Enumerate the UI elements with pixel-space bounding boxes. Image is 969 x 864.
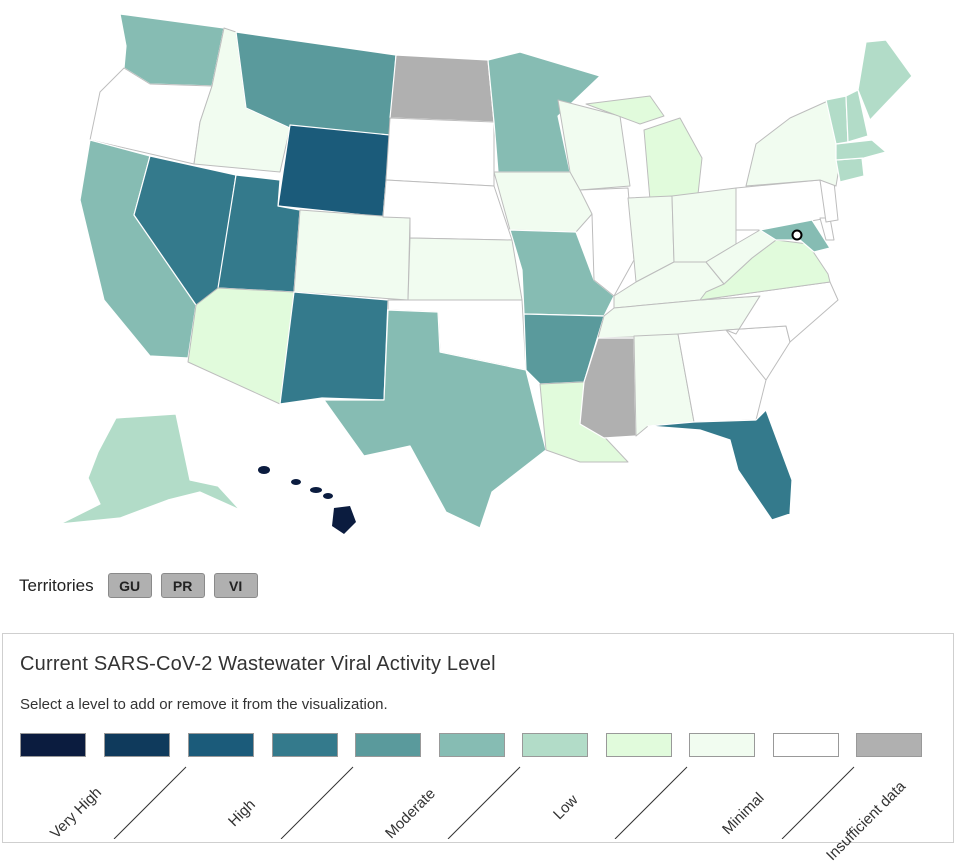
state-CO[interactable] [293, 209, 411, 301]
state-ND[interactable] [389, 54, 495, 123]
legend-swatch-insufficient-data[interactable] [856, 733, 922, 757]
us-map [30, 8, 930, 543]
legend-swatch-very-high-2[interactable] [104, 733, 170, 757]
legend-swatch-high-2[interactable] [272, 733, 338, 757]
state-AK[interactable] [59, 413, 241, 525]
state-IA[interactable] [493, 171, 593, 233]
legend-swatch-low-2[interactable] [606, 733, 672, 757]
legend-separators [113, 766, 855, 839]
legend-panel: Current SARS-CoV-2 Wastewater Viral Acti… [2, 633, 954, 864]
legend-subtitle: Select a level to add or remove it from … [20, 696, 388, 713]
territory-vi-button[interactable]: VI [213, 573, 258, 598]
territory-pr-button[interactable]: PR [160, 573, 205, 598]
state-NM[interactable] [279, 291, 389, 405]
territories-row: Territories GU PR VI [19, 572, 267, 599]
state-WY[interactable] [277, 124, 391, 218]
state-MA[interactable] [835, 139, 887, 161]
state-MI[interactable] [585, 95, 703, 201]
state-AZ[interactable] [187, 287, 295, 405]
legend-swatch-high-1[interactable] [188, 733, 254, 757]
legend-swatch-moderate-2[interactable] [439, 733, 505, 757]
legend-swatch-very-high-1[interactable] [20, 733, 86, 757]
dc-marker[interactable] [791, 229, 803, 241]
state-NY[interactable] [745, 99, 841, 187]
state-KS[interactable] [407, 237, 523, 301]
state-TX[interactable] [323, 309, 547, 529]
legend-swatch-no-data[interactable] [773, 733, 839, 757]
state-MN[interactable] [487, 51, 601, 173]
legend-swatch-low-1[interactable] [522, 733, 588, 757]
state-CT[interactable] [835, 157, 865, 183]
territory-gu-button[interactable]: GU [107, 573, 152, 598]
state-MO[interactable] [509, 229, 615, 317]
legend-swatch-minimal[interactable] [689, 733, 755, 757]
state-ME[interactable] [857, 39, 913, 121]
state-FL[interactable] [647, 409, 793, 521]
legend-swatch-moderate-1[interactable] [355, 733, 421, 757]
state-WI[interactable] [557, 99, 631, 191]
legend-title: Current SARS-CoV-2 Wastewater Viral Acti… [20, 653, 496, 675]
state-HI[interactable] [258, 466, 356, 534]
state-SD[interactable] [385, 117, 495, 187]
territories-label: Territories [19, 575, 94, 595]
state-NH[interactable] [845, 89, 869, 143]
state-NC[interactable] [699, 281, 839, 343]
